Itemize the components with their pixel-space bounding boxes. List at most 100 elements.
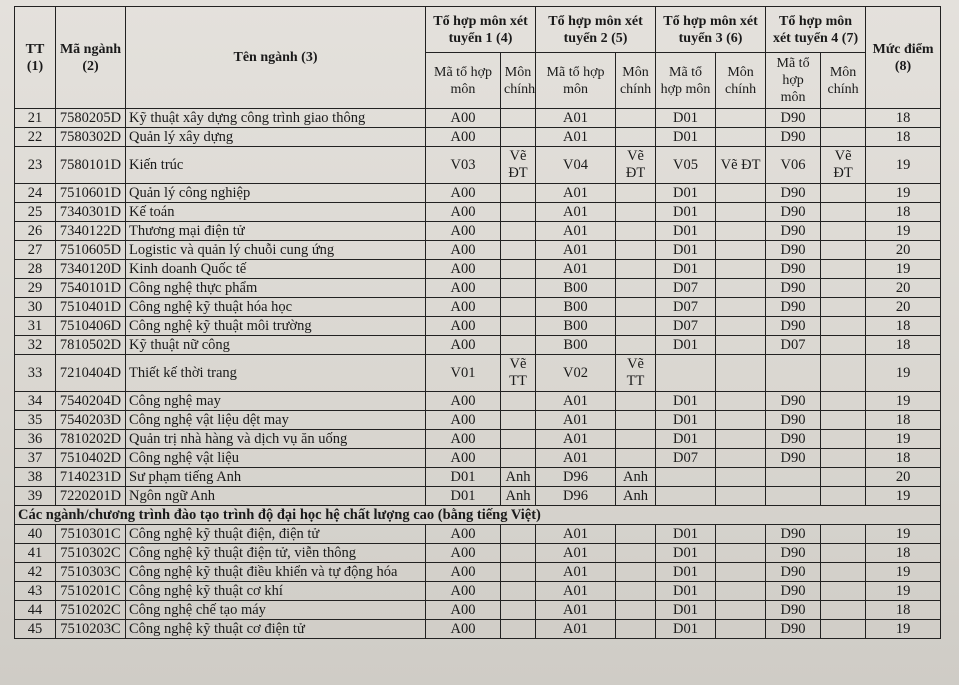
cell-mon-chinh-3 (715, 127, 767, 147)
cell-ma-to-hop-4: D07 (765, 335, 822, 355)
cell-mon-chinh-1 (499, 448, 537, 468)
cell-ma-to-hop-3: D01 (655, 391, 717, 411)
cell-ten-nganh: Kỹ thuật nữ công (125, 335, 426, 355)
table-row: 23 7580101D Kiến trúc V03 Vẽ ĐT V04 Vẽ ĐT V05 Vẽ… (14, 146, 942, 184)
cell-mon-chinh-4 (820, 391, 867, 411)
cell-mon-chinh-2 (615, 183, 657, 203)
table-row: 27 7510605D Logistic và quản lý chuỗi cung… (14, 240, 942, 260)
table-row: 21 7580205D Kỹ thuật xây dựng công trình g… (14, 108, 942, 128)
cell-ma-to-hop-3: D01 (655, 259, 717, 279)
cell-mon-chinh-4 (820, 183, 867, 203)
table-row: 39 7220201D Ngôn ngữ Anh D01 Anh D96 Anh 19 (14, 486, 942, 506)
cell-muc-diem: 19 (865, 581, 942, 601)
cell-ma-to-hop-2: A01 (535, 429, 617, 449)
cell-ma-to-hop-4: D90 (765, 316, 822, 336)
cell-ma-to-hop-4: D90 (765, 202, 822, 222)
cell-mon-chinh-3 (715, 429, 767, 449)
cell-mon-chinh-3 (715, 221, 767, 241)
cell-tt: 25 (14, 202, 56, 222)
cell-ma-to-hop-3: D01 (655, 562, 717, 582)
cell-ten-nganh: Công nghệ kỹ thuật cơ điện tử (125, 619, 426, 639)
cell-ma-to-hop-2: V04 (535, 146, 617, 184)
header-tt: TT (1) (14, 6, 56, 109)
cell-ma-to-hop-4: D90 (765, 410, 822, 430)
cell-ten-nganh: Kỹ thuật xây dựng công trình giao thông (125, 108, 426, 128)
cell-tt: 30 (14, 297, 56, 317)
cell-ten-nganh: Công nghệ kỹ thuật điều khiển và tự động… (125, 562, 426, 582)
cell-mon-chinh-1: Anh (499, 467, 537, 487)
cell-mon-chinh-1: Vẽ TT (499, 354, 537, 392)
cell-ma-to-hop-1: A00 (425, 221, 501, 241)
header-mon-chinh: Môn chính (715, 52, 767, 109)
cell-ma-nganh: 7510601D (55, 183, 126, 203)
cell-ma-to-hop-2: A01 (535, 619, 617, 639)
cell-mon-chinh-1 (499, 619, 537, 639)
cell-ma-to-hop-1: A00 (425, 448, 501, 468)
cell-tt: 29 (14, 278, 56, 298)
cell-ma-to-hop-2: A01 (535, 524, 617, 544)
cell-ten-nganh: Thiết kế thời trang (125, 354, 426, 392)
cell-mon-chinh-1 (499, 183, 537, 203)
cell-mon-chinh-1: Anh (499, 486, 537, 506)
cell-mon-chinh-2: Vẽ TT (615, 354, 657, 392)
cell-muc-diem: 19 (865, 524, 942, 544)
cell-ten-nganh: Công nghệ vật liệu (125, 448, 426, 468)
cell-ma-to-hop-2: A01 (535, 259, 617, 279)
cell-mon-chinh-3 (715, 467, 767, 487)
cell-muc-diem: 18 (865, 316, 942, 336)
cell-muc-diem: 18 (865, 448, 942, 468)
cell-mon-chinh-1 (499, 543, 537, 563)
cell-ma-to-hop-2: A01 (535, 581, 617, 601)
cell-ma-nganh: 7540204D (55, 391, 126, 411)
cell-mon-chinh-4 (820, 600, 867, 620)
cell-muc-diem: 18 (865, 127, 942, 147)
cell-mon-chinh-1 (499, 391, 537, 411)
cell-ma-to-hop-3: D07 (655, 316, 717, 336)
cell-ten-nganh: Công nghệ kỹ thuật hóa học (125, 297, 426, 317)
cell-tt: 35 (14, 410, 56, 430)
cell-ma-to-hop-3: D01 (655, 543, 717, 563)
cell-mon-chinh-2: Anh (615, 467, 657, 487)
cell-tt: 44 (14, 600, 56, 620)
cell-mon-chinh-2: Anh (615, 486, 657, 506)
cell-ten-nganh: Công nghệ kỹ thuật điện, điện tử (125, 524, 426, 544)
header-mon-chinh: Môn chính (499, 52, 537, 109)
cell-ma-to-hop-2: B00 (535, 297, 617, 317)
cell-ma-to-hop-4 (765, 467, 822, 487)
cell-mon-chinh-1 (499, 524, 537, 544)
cell-ma-nganh: 7340122D (55, 221, 126, 241)
cell-ma-to-hop-4: D90 (765, 524, 822, 544)
table-row: 44 7510202C Công nghệ chế tạo máy A00 A01 D01… (14, 600, 942, 620)
cell-ma-to-hop-3: D01 (655, 600, 717, 620)
cell-ma-nganh: 7510406D (55, 316, 126, 336)
cell-ma-to-hop-2: B00 (535, 335, 617, 355)
cell-ma-to-hop-2: A01 (535, 543, 617, 563)
cell-ten-nganh: Công nghệ kỹ thuật điện tử, viễn thông (125, 543, 426, 563)
cell-ma-to-hop-4: D90 (765, 429, 822, 449)
cell-mon-chinh-1 (499, 335, 537, 355)
cell-mon-chinh-4 (820, 335, 867, 355)
cell-ma-nganh: 7540203D (55, 410, 126, 430)
cell-ma-nganh: 7210404D (55, 354, 126, 392)
cell-mon-chinh-3 (715, 259, 767, 279)
cell-ma-to-hop-1: A00 (425, 581, 501, 601)
cell-ma-to-hop-1: A00 (425, 600, 501, 620)
cell-ma-to-hop-1: V03 (425, 146, 501, 184)
cell-mon-chinh-4 (820, 467, 867, 487)
cell-mon-chinh-1: Vẽ ĐT (499, 146, 537, 184)
cell-mon-chinh-2 (615, 391, 657, 411)
cell-ma-to-hop-3: D01 (655, 108, 717, 128)
cell-mon-chinh-3 (715, 448, 767, 468)
cell-ma-to-hop-3: D01 (655, 221, 717, 241)
cell-mon-chinh-2 (615, 619, 657, 639)
header-mon-chinh: Môn chính (615, 52, 657, 109)
cell-mon-chinh-2 (615, 335, 657, 355)
section-row: Các ngành/chương trình đào tạo trình độ … (13, 505, 942, 525)
cell-mon-chinh-2 (615, 221, 657, 241)
cell-mon-chinh-1 (499, 429, 537, 449)
cell-mon-chinh-2 (615, 127, 657, 147)
cell-mon-chinh-1 (499, 221, 537, 241)
cell-ma-to-hop-4: D90 (765, 240, 822, 260)
cell-ma-to-hop-3: D01 (655, 183, 717, 203)
